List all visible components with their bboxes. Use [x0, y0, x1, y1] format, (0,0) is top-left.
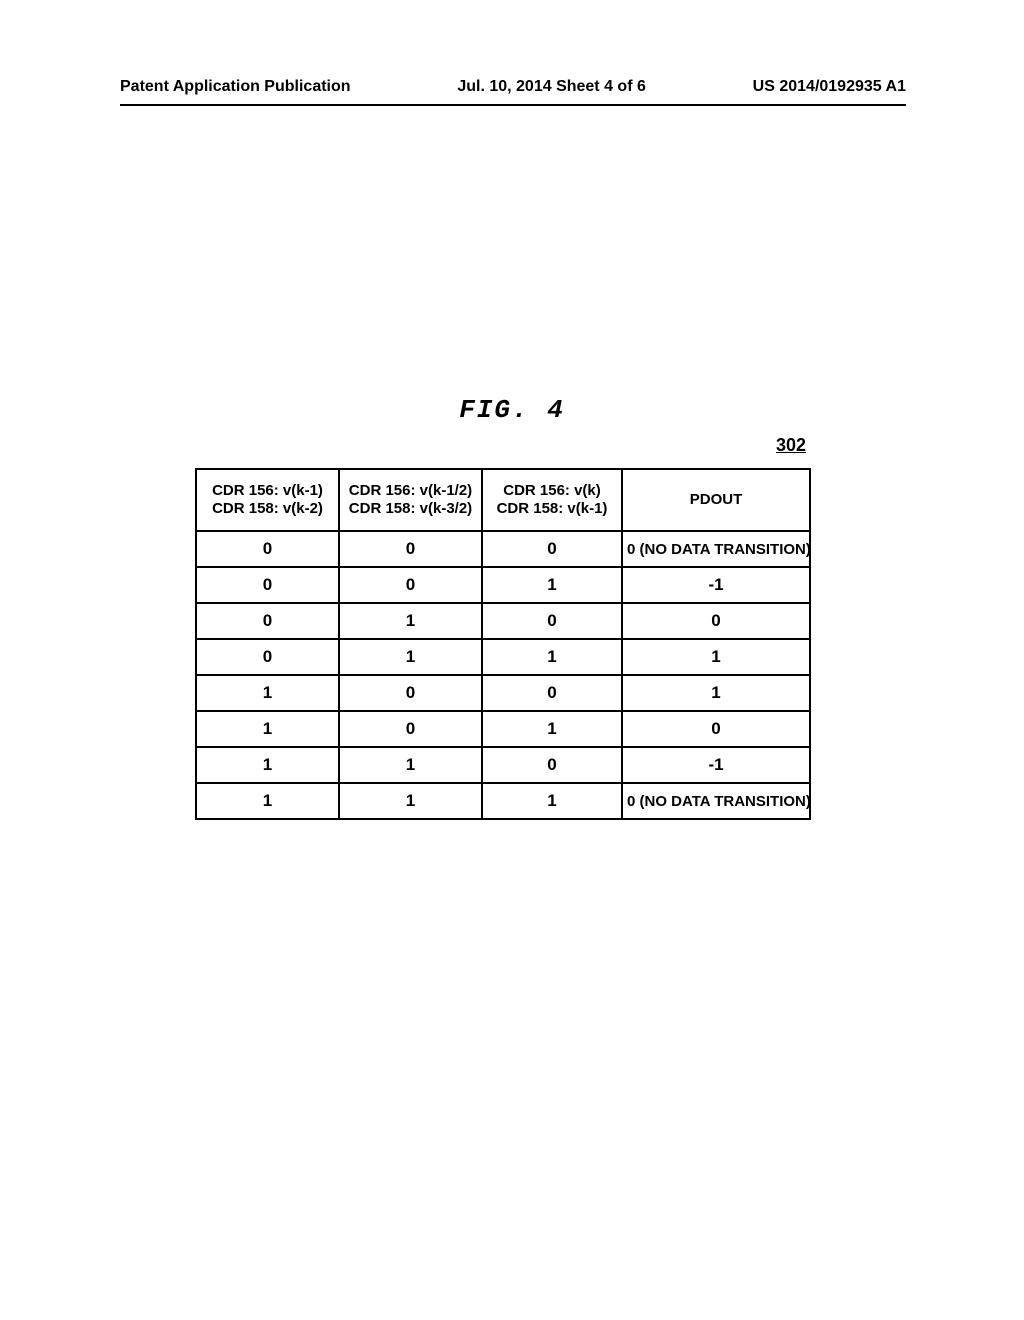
- table-cell: 0: [196, 603, 339, 639]
- table-cell: 0 (NO DATA TRANSITION): [622, 531, 810, 567]
- table-cell: 0: [339, 675, 482, 711]
- table-cell: -1: [622, 747, 810, 783]
- table-cell: 1: [196, 747, 339, 783]
- table-cell: 0 (NO DATA TRANSITION): [622, 783, 810, 819]
- table-cell: 1: [482, 639, 622, 675]
- table-row: 001-1: [196, 567, 810, 603]
- table-cell: 1: [482, 711, 622, 747]
- header-rule: [120, 104, 906, 106]
- col4-line1: PDOUT: [627, 491, 805, 509]
- table-cell: 0: [482, 603, 622, 639]
- col2-line1: CDR 156: v(k-1/2): [344, 482, 477, 500]
- table-body: 0000 (NO DATA TRANSITION)001-10100011110…: [196, 531, 810, 819]
- table-row: 0111: [196, 639, 810, 675]
- col-header-1: CDR 156: v(k-1) CDR 158: v(k-2): [196, 469, 339, 531]
- table-cell: 1: [482, 567, 622, 603]
- table-cell: 1: [196, 675, 339, 711]
- table-cell: 1: [339, 603, 482, 639]
- header-right: US 2014/0192935 A1: [753, 78, 906, 96]
- col-header-3: CDR 156: v(k) CDR 158: v(k-1): [482, 469, 622, 531]
- table-cell: 1: [196, 711, 339, 747]
- col1-line2: CDR 158: v(k-2): [201, 500, 334, 518]
- table-cell: 0: [622, 711, 810, 747]
- table-head: CDR 156: v(k-1) CDR 158: v(k-2) CDR 156:…: [196, 469, 810, 531]
- col3-line1: CDR 156: v(k): [487, 482, 617, 500]
- table-cell: 0: [482, 675, 622, 711]
- table-row: 0000 (NO DATA TRANSITION): [196, 531, 810, 567]
- table-cell: 0: [196, 567, 339, 603]
- table-cell: 1: [196, 783, 339, 819]
- table-row: 110-1: [196, 747, 810, 783]
- col-header-2: CDR 156: v(k-1/2) CDR 158: v(k-3/2): [339, 469, 482, 531]
- table-cell: 1: [622, 675, 810, 711]
- table-cell: 1: [339, 639, 482, 675]
- col3-line2: CDR 158: v(k-1): [487, 500, 617, 518]
- table-cell: 1: [339, 747, 482, 783]
- table-cell: 1: [339, 783, 482, 819]
- table-cell: 0: [339, 711, 482, 747]
- table-row: 1001: [196, 675, 810, 711]
- figure-label: FIG. 4: [0, 395, 1024, 425]
- table-cell: 0: [196, 639, 339, 675]
- table-cell: 0: [622, 603, 810, 639]
- figure-reference-number: 302: [776, 435, 806, 456]
- pd-table: CDR 156: v(k-1) CDR 158: v(k-2) CDR 156:…: [195, 468, 811, 820]
- col1-line1: CDR 156: v(k-1): [201, 482, 334, 500]
- table-row: 0100: [196, 603, 810, 639]
- table-row: 1110 (NO DATA TRANSITION): [196, 783, 810, 819]
- table-cell: 0: [339, 567, 482, 603]
- table-cell: 1: [482, 783, 622, 819]
- header-left: Patent Application Publication: [120, 78, 351, 96]
- table-header-row: CDR 156: v(k-1) CDR 158: v(k-2) CDR 156:…: [196, 469, 810, 531]
- page-header: Patent Application Publication Jul. 10, …: [120, 78, 906, 96]
- col-header-4: PDOUT: [622, 469, 810, 531]
- table-row: 1010: [196, 711, 810, 747]
- table-cell: 0: [482, 531, 622, 567]
- table-cell: 0: [339, 531, 482, 567]
- header-center: Jul. 10, 2014 Sheet 4 of 6: [457, 78, 646, 96]
- col2-line2: CDR 158: v(k-3/2): [344, 500, 477, 518]
- table-cell: 0: [196, 531, 339, 567]
- truth-table: CDR 156: v(k-1) CDR 158: v(k-2) CDR 156:…: [195, 468, 809, 820]
- table-cell: -1: [622, 567, 810, 603]
- table-cell: 0: [482, 747, 622, 783]
- table-cell: 1: [622, 639, 810, 675]
